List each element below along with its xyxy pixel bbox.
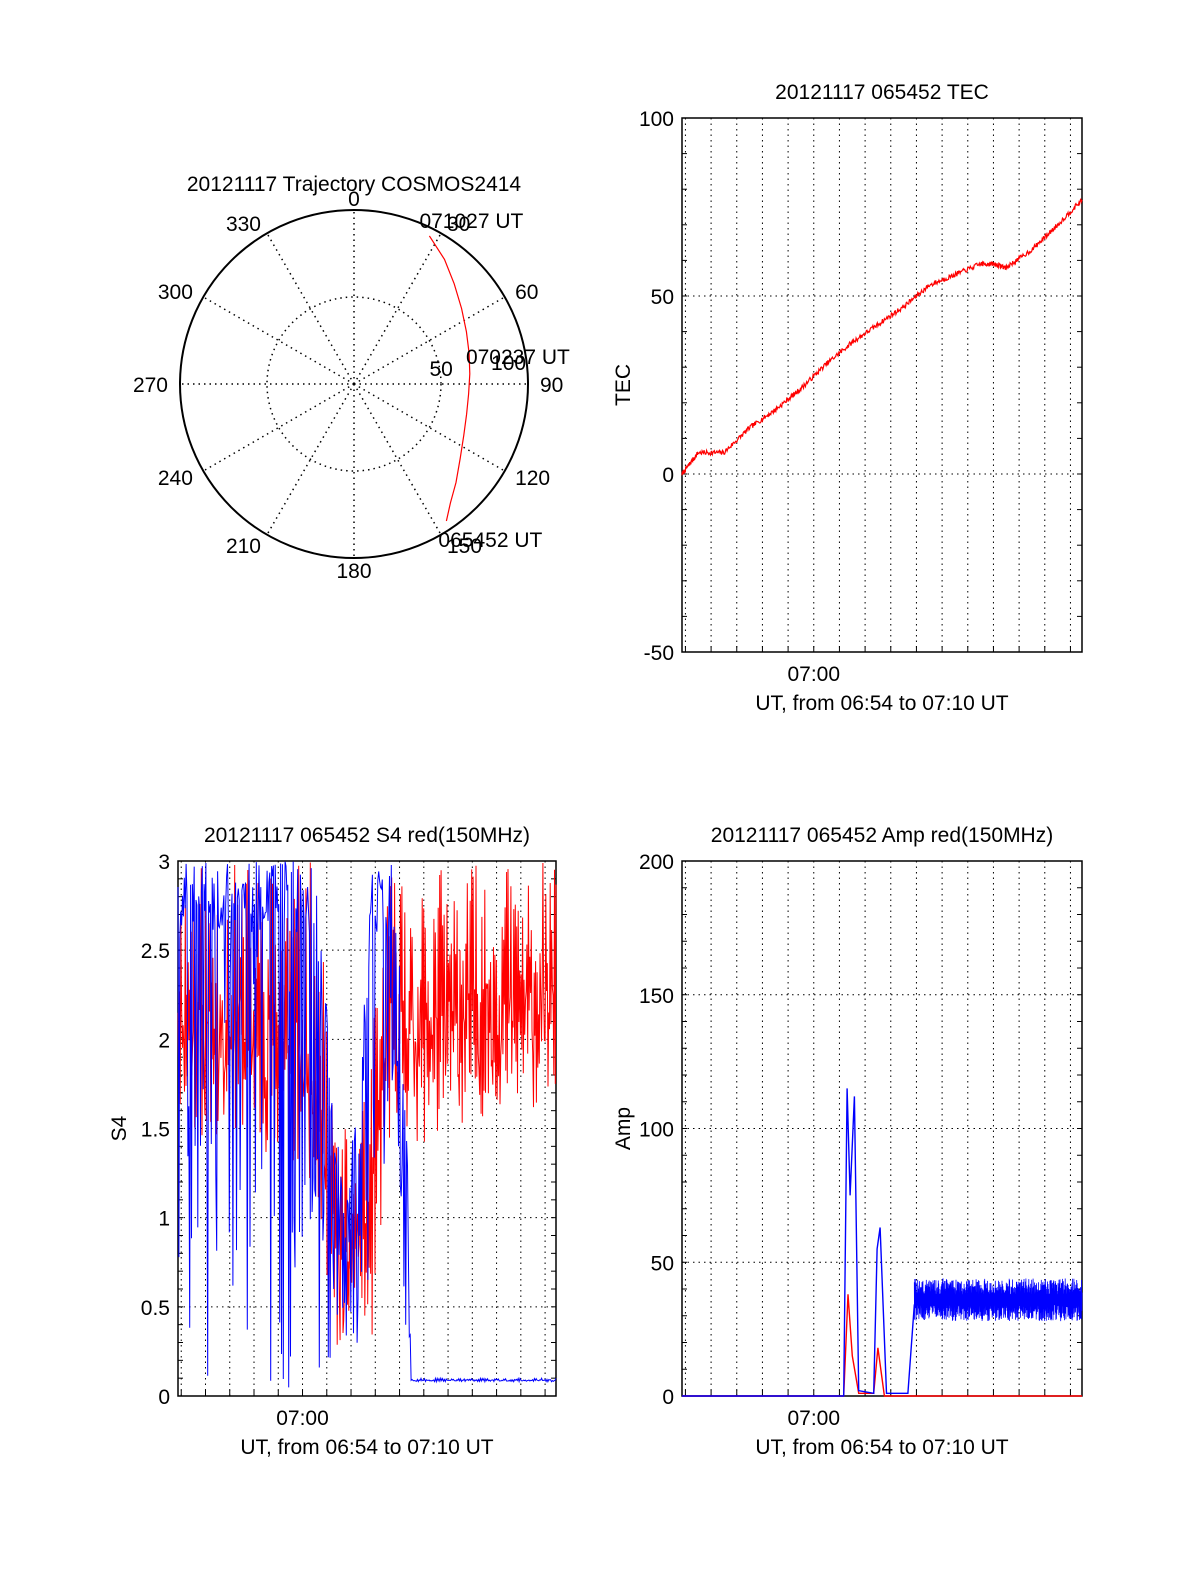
tec-series-line bbox=[681, 198, 1083, 476]
amp-panel-ylabel: Amp bbox=[612, 1107, 635, 1150]
y-tick-label: 150 bbox=[639, 985, 674, 1008]
s4-panel-xlabel: UT, from 06:54 to 07:10 UT bbox=[240, 1436, 493, 1459]
polar-spoke bbox=[266, 383, 355, 536]
y-tick-label: 2.5 bbox=[141, 940, 170, 963]
trajectory-time-label: 071027 UT bbox=[419, 210, 523, 233]
s4-panel-frame bbox=[177, 860, 557, 1397]
tec-panel-xlabel: UT, from 06:54 to 07:10 UT bbox=[755, 692, 1008, 715]
s4-blue-series bbox=[177, 861, 557, 1388]
y-tick-label: 3 bbox=[158, 851, 170, 874]
azimuth-label: 120 bbox=[515, 467, 550, 490]
polar-spoke bbox=[353, 296, 506, 385]
azimuth-label: 0 bbox=[348, 188, 360, 211]
tec-panel-title: 20121117 065452 TEC bbox=[775, 81, 989, 104]
amp-blue-series bbox=[682, 1088, 1082, 1397]
y-tick-label: -50 bbox=[644, 642, 674, 665]
trajectory-time-label: 065452 UT bbox=[438, 529, 542, 552]
s4-panel: 20121117 065452 S4 red(150MHz) UT, from 0… bbox=[108, 824, 557, 1459]
x-tick-label: 07:00 bbox=[787, 1407, 840, 1430]
y-tick-label: 100 bbox=[639, 108, 674, 131]
tec-panel-ylabel: TEC bbox=[612, 364, 635, 406]
amp-panel-title: 20121117 065452 Amp red(150MHz) bbox=[711, 824, 1053, 847]
radial-label: 100 bbox=[491, 352, 526, 375]
s4-panel-title: 20121117 065452 S4 red(150MHz) bbox=[204, 824, 530, 847]
x-tick-label: 07:00 bbox=[276, 1407, 329, 1430]
azimuth-label: 60 bbox=[515, 281, 538, 304]
s4-panel-ylabel: S4 bbox=[108, 1115, 131, 1141]
amp-blue-band bbox=[913, 1278, 1083, 1322]
y-tick-label: 50 bbox=[651, 286, 674, 309]
y-tick-label: 0 bbox=[158, 1386, 170, 1409]
polar-outer-circle bbox=[179, 209, 529, 559]
polar-spoke bbox=[202, 296, 355, 385]
azimuth-label: 90 bbox=[540, 374, 563, 397]
azimuth-label: 330 bbox=[226, 213, 261, 236]
trajectory-time-label: 070237 UT bbox=[466, 346, 570, 369]
polar-spoke bbox=[266, 232, 355, 385]
y-tick-label: 0.5 bbox=[141, 1297, 170, 1320]
polar-title: 20121117 Trajectory COSMOS2414 bbox=[187, 173, 522, 196]
polar-spoke bbox=[353, 383, 442, 536]
azimuth-label: 180 bbox=[336, 560, 371, 583]
amp-panel: 20121117 065452 Amp red(150MHz) UT, from … bbox=[612, 824, 1083, 1459]
y-tick-label: 50 bbox=[651, 1252, 674, 1275]
amp-panel-xlabel: UT, from 06:54 to 07:10 UT bbox=[755, 1436, 1008, 1459]
azimuth-label: 30 bbox=[447, 213, 470, 236]
amp-panel-frame bbox=[681, 860, 1083, 1397]
azimuth-label: 270 bbox=[133, 374, 168, 397]
polar-inner-circle bbox=[266, 296, 442, 472]
polar-spoke bbox=[202, 383, 355, 472]
y-tick-label: 2 bbox=[158, 1029, 170, 1052]
y-tick-label: 200 bbox=[639, 851, 674, 874]
amp-red-series bbox=[682, 1294, 1082, 1397]
azimuth-label: 300 bbox=[158, 281, 193, 304]
tec-panel-frame bbox=[681, 117, 1083, 653]
y-tick-label: 0 bbox=[662, 464, 674, 487]
azimuth-label: 150 bbox=[447, 535, 482, 558]
y-tick-label: 1.5 bbox=[141, 1119, 170, 1142]
y-tick-label: 1 bbox=[158, 1208, 170, 1231]
polar-spoke bbox=[353, 232, 442, 385]
tec-panel: 20121117 065452 TEC UT, from 06:54 to 07:… bbox=[612, 81, 1083, 715]
radial-label: 50 bbox=[430, 358, 453, 381]
azimuth-label: 240 bbox=[158, 467, 193, 490]
trajectory-track bbox=[428, 235, 471, 522]
azimuth-label: 210 bbox=[226, 535, 261, 558]
y-tick-label: 100 bbox=[639, 1119, 674, 1142]
polar-spoke bbox=[353, 383, 506, 472]
y-tick-label: 0 bbox=[662, 1386, 674, 1409]
x-tick-label: 07:00 bbox=[787, 663, 840, 686]
